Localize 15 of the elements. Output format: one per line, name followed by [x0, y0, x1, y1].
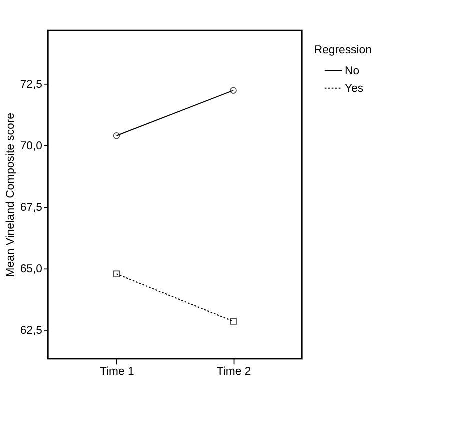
point	[113, 270, 120, 278]
point	[230, 87, 237, 94]
y-tick-label: 67,5	[20, 202, 42, 214]
y-tick-label: 70,0	[20, 140, 42, 153]
legend-label: No	[345, 65, 360, 78]
y-axis-title: Mean Vineland Composite score	[5, 113, 18, 278]
y-tick-label: 62,5	[20, 325, 42, 338]
point	[113, 132, 120, 140]
point	[230, 318, 237, 325]
x-tick-label: Time 1	[100, 366, 134, 378]
y-tick-label: 65,0	[20, 264, 42, 276]
legend-label: Yes	[345, 82, 364, 95]
y-tick-label: 72,5	[20, 79, 42, 92]
legend-title: Regression	[314, 44, 372, 56]
x-tick-label: Time 2	[216, 366, 252, 378]
